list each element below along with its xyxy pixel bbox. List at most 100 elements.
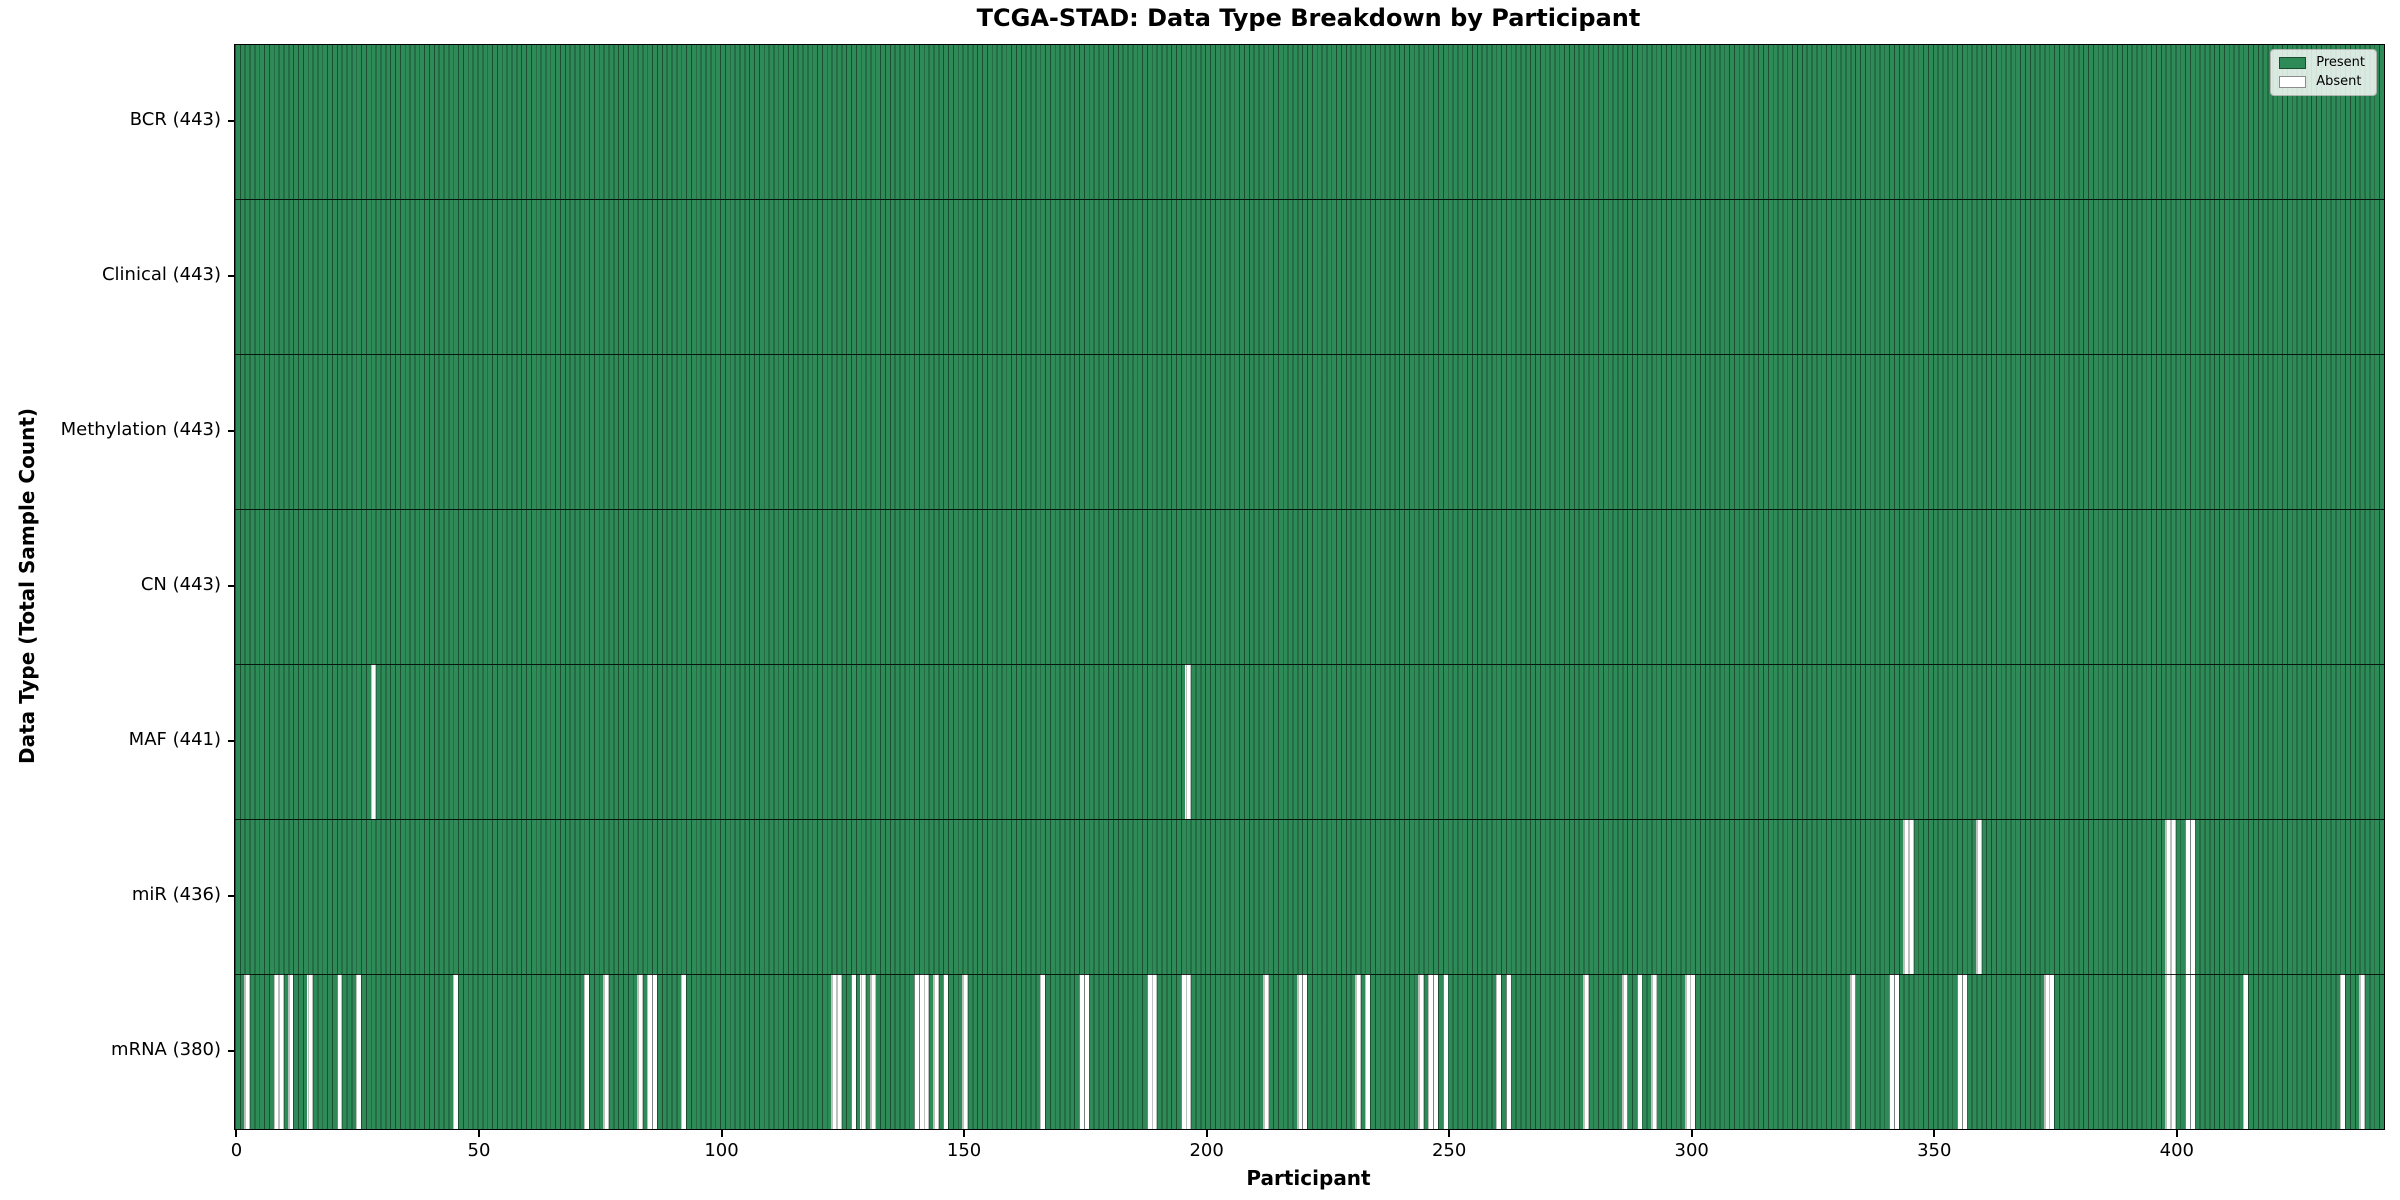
heatmap-row-CN (235, 509, 2384, 665)
y-tick-label: MAF (441) (128, 728, 221, 750)
row-separator (235, 818, 2384, 820)
absent-bar (336, 974, 342, 1129)
x-tick (720, 1130, 723, 1137)
heatmap-row-mRNA (235, 974, 2384, 1129)
absent-bar (637, 974, 643, 1129)
absent-bar (1893, 974, 1900, 1129)
heatmap-row-Methylation (235, 354, 2384, 510)
absent-bar (370, 664, 376, 820)
absent-bar (923, 974, 929, 1129)
absent-bar (1961, 974, 1968, 1129)
y-tick (228, 894, 234, 897)
absent-bar (1185, 664, 1191, 820)
row-separator (235, 663, 2384, 665)
y-tick-label: Methylation (443) (60, 419, 221, 441)
row-separator (235, 199, 2384, 201)
absent-bar (2170, 819, 2176, 975)
plot-area: Present Absent (234, 44, 2385, 1130)
x-tick (1448, 1130, 1451, 1137)
absent-bar (452, 974, 459, 1129)
y-tick (228, 585, 234, 587)
absent-bar (933, 974, 939, 1129)
absent-bar (2340, 974, 2346, 1129)
absent-bar (1185, 974, 1191, 1129)
x-tick-label: 350 (1917, 1140, 1952, 1161)
y-tick (228, 1049, 234, 1052)
y-tick (228, 739, 234, 742)
x-tick (1690, 1130, 1693, 1137)
absent-bar (2189, 819, 2196, 975)
y-tick-label: CN (443) (140, 574, 221, 595)
absent-bar (307, 974, 313, 1129)
row-separator (235, 509, 2384, 511)
x-tick-label: 400 (2159, 1140, 2194, 1161)
y-tick-label: BCR (443) (129, 109, 221, 131)
absent-bar (583, 974, 590, 1129)
x-tick-label: 150 (946, 1140, 982, 1161)
absent-bar (2243, 974, 2249, 1129)
absent-bar (942, 974, 949, 1129)
x-tick-label: 50 (467, 1140, 491, 1161)
absent-bar (850, 974, 857, 1129)
absent-bar (1908, 819, 1914, 975)
x-tick-label: 200 (1189, 1140, 1224, 1161)
y-tick (228, 275, 234, 278)
x-tick (235, 1130, 238, 1137)
absent-bar (1690, 974, 1696, 1129)
absent-bar (1976, 819, 1982, 975)
x-axis-label: Participant (1246, 1166, 1371, 1190)
heatmap-row-BCR (235, 45, 2384, 200)
legend: Present Absent (2270, 49, 2377, 96)
absent-bar (2359, 974, 2365, 1129)
legend-swatch-present (2279, 57, 2307, 69)
heatmap-rows (235, 45, 2384, 1129)
x-tick (963, 1130, 966, 1137)
absent-bar (1263, 974, 1269, 1129)
y-tick-label: miR (436) (131, 883, 221, 905)
absent-bar (1039, 974, 1046, 1129)
absent-bar (2170, 974, 2176, 1129)
y-tick-label: Clinical (443) (101, 264, 221, 286)
absent-bar (1636, 974, 1643, 1129)
absent-bar (1418, 974, 1424, 1129)
x-tick-label: 250 (1431, 1140, 1467, 1161)
x-tick (2175, 1130, 2178, 1137)
absent-bar (1622, 974, 1628, 1129)
x-tick-label: 100 (704, 1140, 739, 1161)
absent-bar (680, 974, 687, 1129)
legend-label-absent: Absent (2316, 74, 2362, 89)
absent-bar (1505, 974, 1512, 1129)
absent-bar (860, 974, 866, 1129)
legend-label-present: Present (2316, 55, 2365, 70)
x-tick (1933, 1130, 1936, 1137)
x-tick-label: 300 (1674, 1140, 1709, 1161)
absent-bar (1083, 974, 1090, 1129)
absent-bar (962, 974, 968, 1129)
absent-bar (278, 974, 284, 1129)
absent-bar (288, 974, 294, 1129)
heatmap-row-MAF (235, 664, 2384, 820)
absent-bar (1850, 974, 1856, 1129)
absent-bar (1364, 974, 1371, 1129)
absent-bar (1301, 974, 1308, 1129)
y-tick (228, 120, 234, 123)
absent-bar (836, 974, 842, 1129)
absent-bar (603, 974, 609, 1129)
absent-bar (2189, 974, 2196, 1129)
legend-swatch-absent (2279, 76, 2307, 88)
absent-bar (1355, 974, 1361, 1129)
absent-bar (1432, 974, 1439, 1129)
absent-bar (651, 974, 658, 1129)
absent-bar (870, 974, 876, 1129)
legend-entry-absent: Absent (2279, 75, 2365, 89)
row-separator (235, 354, 2384, 356)
chart-title: TCGA-STAD: Data Type Breakdown by Partic… (976, 4, 1641, 32)
absent-bar (2048, 974, 2055, 1129)
x-tick (1205, 1130, 1208, 1137)
absent-bar (1495, 974, 1502, 1129)
y-tick (228, 430, 234, 433)
absent-bar (1442, 974, 1449, 1129)
absent-bar (1651, 974, 1657, 1129)
x-tick (477, 1130, 480, 1137)
